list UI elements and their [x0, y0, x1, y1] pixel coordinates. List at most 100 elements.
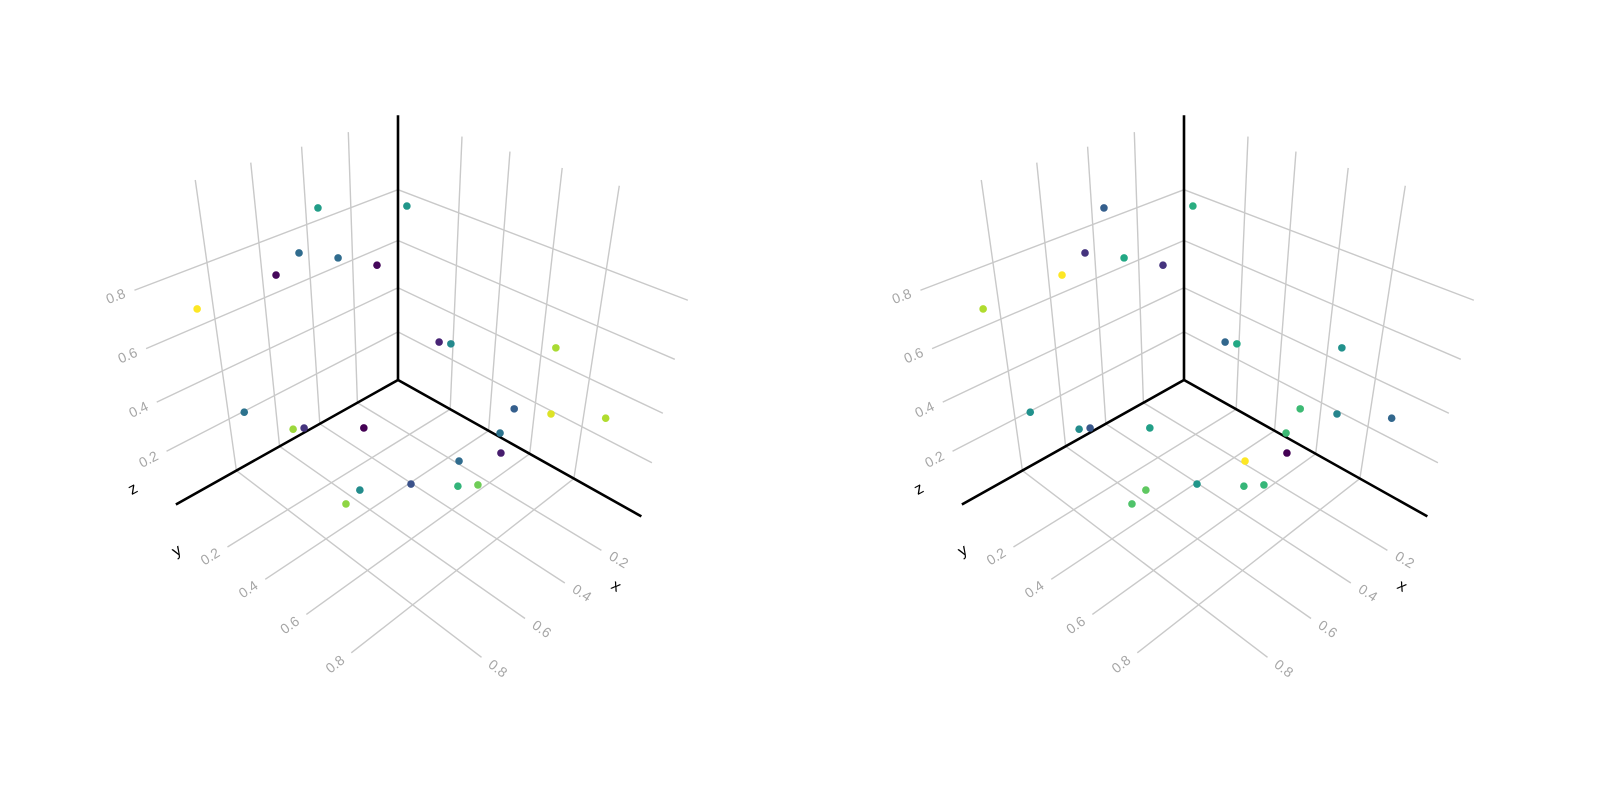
- z-tick-label: 0.8: [104, 285, 128, 307]
- x-tick-label: 0.4: [1356, 581, 1381, 605]
- data-point: [552, 344, 560, 352]
- data-point: [407, 480, 415, 488]
- data-point: [497, 449, 505, 457]
- x-tick-label: 0.8: [1271, 656, 1296, 681]
- z-tick-label: 0.2: [136, 447, 161, 470]
- scatter3d-panel-left: 0.2 0.4 0.6 0.8 0.2 0.4 0.6 0.8 0.2 0.4 0.6 0.8 x y z: [104, 115, 689, 681]
- x-axis-label: x: [1394, 577, 1410, 596]
- gridline-z-left-wall: [166, 331, 399, 452]
- data-point: [1142, 486, 1150, 494]
- gridline-x-wall: [194, 179, 238, 471]
- gridline-y-floor: [227, 408, 451, 548]
- gridline-z-right-wall: [397, 189, 689, 301]
- data-point: [334, 254, 342, 262]
- gridline-y-wall: [1315, 167, 1349, 454]
- x-axis-line: [175, 378, 400, 506]
- y-tick-label: 0.2: [984, 544, 1009, 568]
- data-point: [454, 482, 462, 490]
- data-point: [1387, 414, 1396, 422]
- y-tick-label: 0.8: [322, 652, 347, 677]
- data-point: [1086, 424, 1094, 432]
- data-point: [1260, 481, 1268, 489]
- gridline-x-floor: [1065, 445, 1312, 620]
- gridline-x-wall: [300, 146, 321, 424]
- data-point: [300, 424, 308, 432]
- tick-labels: 0.2 0.4 0.6 0.8 0.2 0.4 0.6 0.8 0.2 0.4 0.6 0.8 x y z: [890, 285, 1418, 681]
- gridline-x-wall: [347, 132, 359, 403]
- x-tick-label: 0.8: [485, 656, 510, 681]
- data-point: [979, 305, 987, 313]
- data-point: [496, 429, 504, 437]
- data-point: [1193, 480, 1201, 488]
- gridline-z-left-wall: [942, 287, 1185, 403]
- data-point: [1058, 271, 1066, 279]
- data-point: [1100, 204, 1108, 212]
- y-tick-label: 0.6: [1063, 613, 1088, 637]
- gridline-y-wall: [1359, 185, 1406, 479]
- gridline-x-wall: [1086, 146, 1107, 424]
- tick-labels: 0.2 0.4 0.6 0.8 0.2 0.4 0.6 0.8 0.2 0.4 0.6 0.8 x y z: [104, 285, 632, 681]
- gridline-x-wall: [980, 179, 1024, 471]
- data-point: [1146, 424, 1154, 432]
- gridline-z-left-wall: [952, 331, 1185, 452]
- gridline-z-left-wall: [931, 239, 1185, 350]
- gridline-z-left-wall: [145, 239, 399, 350]
- x-tick-label: 0.2: [606, 548, 631, 572]
- y-tick-label: 0.4: [236, 577, 261, 601]
- gridline-y-floor: [350, 478, 575, 654]
- y-axis-label: y: [955, 542, 971, 561]
- data-point: [403, 202, 411, 210]
- data-point: [1233, 340, 1241, 348]
- grid-lines: [920, 132, 1475, 658]
- data-point: [272, 271, 280, 279]
- data-point: [447, 340, 455, 348]
- data-point: [360, 424, 368, 432]
- x-tick-label: 0.2: [1392, 548, 1417, 572]
- data-point: [601, 414, 610, 422]
- gridline-z-right-wall: [397, 239, 676, 360]
- data-point: [547, 410, 555, 418]
- gridline-y-floor: [1050, 430, 1275, 580]
- data-point: [1026, 408, 1035, 416]
- data-point: [1240, 482, 1248, 490]
- data-point: [193, 305, 201, 313]
- z-tick-label: 0.4: [912, 398, 937, 421]
- gridline-z-right-wall: [1183, 331, 1439, 464]
- data-point: [474, 481, 482, 489]
- z-tick-label: 0.2: [922, 447, 947, 470]
- data-point: [1221, 338, 1229, 346]
- z-tick-label: 0.8: [890, 285, 914, 307]
- x-axis-line: [961, 378, 1186, 506]
- y-axis-label: y: [169, 542, 185, 561]
- data-point: [1338, 344, 1346, 352]
- x-tick-label: 0.6: [1315, 617, 1340, 641]
- gridline-z-right-wall: [1183, 287, 1450, 414]
- gridline-z-left-wall: [134, 189, 399, 291]
- y-tick-label: 0.6: [277, 613, 302, 637]
- y-axis-line: [396, 378, 643, 518]
- data-point: [240, 408, 249, 416]
- gridline-x-floor: [235, 470, 482, 658]
- gridline-z-right-wall: [1183, 189, 1475, 301]
- axis-lines: [175, 115, 643, 518]
- gridline-y-floor: [264, 430, 489, 580]
- data-point: [1128, 500, 1136, 508]
- data-points: [193, 202, 610, 508]
- data-point: [1296, 405, 1305, 413]
- z-axis-label: z: [125, 480, 140, 499]
- gridline-y-floor: [305, 453, 531, 616]
- z-axis-label: z: [911, 480, 926, 499]
- data-point: [455, 457, 463, 465]
- data-point: [510, 405, 519, 413]
- z-tick-label: 0.4: [126, 398, 151, 421]
- axis-lines: [961, 115, 1429, 518]
- z-tick-label: 0.6: [901, 344, 925, 366]
- gridline-y-wall: [487, 151, 511, 431]
- gridline-x-floor: [319, 423, 566, 584]
- data-point: [1081, 249, 1089, 257]
- data-point: [1333, 410, 1341, 418]
- gridline-z-right-wall: [397, 331, 653, 464]
- gridline-y-floor: [1136, 478, 1361, 654]
- gridline-z-left-wall: [920, 189, 1185, 291]
